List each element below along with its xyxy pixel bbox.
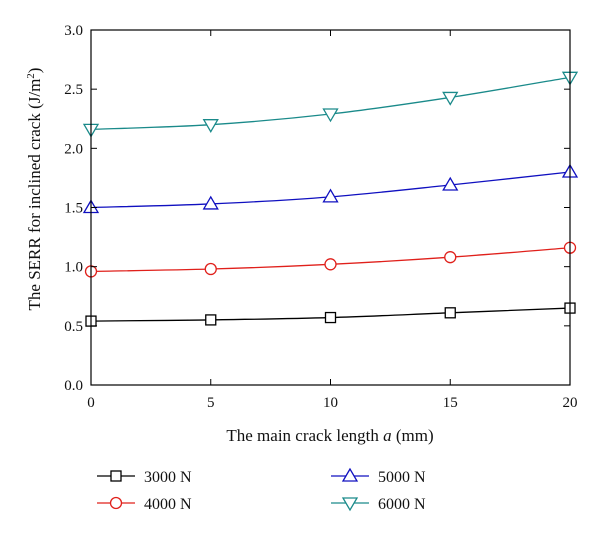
y-tick-label: 3.0 [64,23,83,39]
data-point [202,119,219,133]
data-point [442,91,459,106]
legend-label: 5000 N [378,469,426,486]
y-tick-label: 0.5 [64,319,83,335]
x-tick-label: 20 [563,395,578,411]
y-tick-label: 2.0 [64,141,83,157]
series-2 [82,163,579,214]
y-tick-label: 1.0 [64,260,83,276]
legend-label: 6000 N [378,496,426,513]
y-axis-label: The SERR for inclined crack (J/m2) [25,68,44,311]
series-0 [85,302,576,327]
data-point [204,262,217,276]
data-point [324,258,337,271]
data-point [322,108,339,123]
x-tick-label: 15 [443,395,458,411]
legend-marker [110,470,122,482]
legend-item: 5000 N [331,467,426,486]
y-tick-label: 2.5 [64,82,83,98]
data-point [322,188,339,203]
series-3 [82,71,579,138]
data-point [444,251,457,264]
data-point [202,195,219,210]
y-tick-label: 1.5 [64,201,83,217]
legend: 3000 N 4000 N 5000 N 6000 N [97,467,426,513]
legend-item: 4000 N [97,496,192,513]
legend-marker [341,467,359,482]
legend-label: 3000 N [144,469,192,486]
legend-item: 3000 N [97,469,192,486]
legend-marker [341,497,359,512]
legend-item: 6000 N [331,496,426,513]
data-point [442,176,459,191]
legend-marker [109,496,123,510]
y-tick-label: 0.0 [64,378,83,394]
series-1 [84,241,577,278]
legend-label: 4000 N [144,496,192,513]
x-tick-label: 0 [87,395,95,411]
axis-ticks: 0 5 10 15 20 0.0 0.5 1.0 1.5 2.0 2.5 3.0 [64,23,577,411]
data-point [205,314,217,326]
plot-frame [90,29,571,386]
x-tick-label: 5 [207,395,215,411]
plot-marks [82,71,579,327]
x-axis-label: The main crack length a (mm) [226,426,433,445]
data-point [444,307,456,319]
x-tick-label: 10 [323,395,338,411]
data-point [324,311,337,324]
